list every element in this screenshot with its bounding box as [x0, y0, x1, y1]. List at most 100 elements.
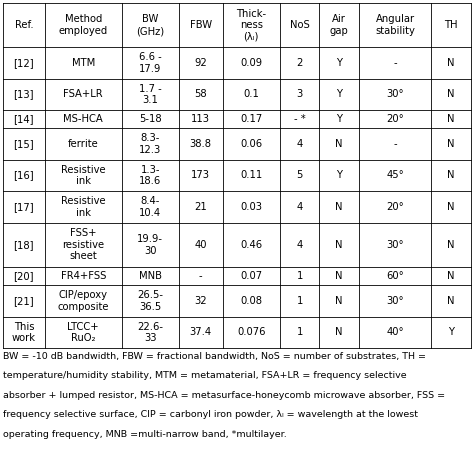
Text: -: -	[393, 58, 397, 68]
Text: [20]: [20]	[14, 271, 34, 281]
Text: FR4+FSS: FR4+FSS	[61, 271, 106, 281]
Text: 4: 4	[297, 202, 303, 212]
Text: MS-HCA: MS-HCA	[64, 114, 103, 124]
Text: 38.8: 38.8	[190, 139, 212, 149]
Text: Y: Y	[336, 89, 342, 100]
Text: 30°: 30°	[386, 89, 404, 100]
Text: 1: 1	[296, 327, 303, 337]
Text: N: N	[336, 202, 343, 212]
Text: Method
employed: Method employed	[59, 14, 108, 36]
Text: 0.06: 0.06	[240, 139, 262, 149]
Text: [14]: [14]	[14, 114, 34, 124]
Text: N: N	[447, 202, 455, 212]
Text: 30°: 30°	[386, 240, 404, 250]
Text: 0.17: 0.17	[240, 114, 263, 124]
Text: [21]: [21]	[14, 296, 34, 306]
Text: MTM: MTM	[72, 58, 95, 68]
Text: operating frequency, MNB =multi-narrow band, *multilayer.: operating frequency, MNB =multi-narrow b…	[3, 430, 287, 439]
Text: N: N	[336, 271, 343, 281]
Text: -: -	[199, 271, 202, 281]
Text: BW
(GHz): BW (GHz)	[136, 14, 164, 36]
Text: 30°: 30°	[386, 296, 404, 306]
Text: TH: TH	[445, 20, 458, 30]
Text: MNB: MNB	[139, 271, 162, 281]
Text: Y: Y	[448, 327, 454, 337]
Text: 19.9-
30: 19.9- 30	[137, 234, 163, 256]
Text: 20°: 20°	[386, 114, 404, 124]
Text: 8.3-
12.3: 8.3- 12.3	[139, 133, 161, 155]
Text: 6.6 -
17.9: 6.6 - 17.9	[139, 52, 162, 74]
Text: 20°: 20°	[386, 202, 404, 212]
Text: [16]: [16]	[14, 170, 34, 180]
Text: 32: 32	[194, 296, 207, 306]
Text: 3: 3	[297, 89, 303, 100]
Text: 4: 4	[297, 240, 303, 250]
Text: [15]: [15]	[14, 139, 34, 149]
Text: [17]: [17]	[14, 202, 34, 212]
Text: 113: 113	[191, 114, 210, 124]
Text: absorber + lumped resistor, MS-HCA = metasurface-honeycomb microwave absorber, F: absorber + lumped resistor, MS-HCA = met…	[3, 391, 445, 400]
Text: N: N	[447, 296, 455, 306]
Text: Ref.: Ref.	[15, 20, 33, 30]
Text: BW = -10 dB bandwidth, FBW = fractional bandwidth, NoS = number of substrates, T: BW = -10 dB bandwidth, FBW = fractional …	[3, 352, 426, 361]
Text: 22.6-
33: 22.6- 33	[137, 322, 163, 343]
Text: 26.5-
36.5: 26.5- 36.5	[137, 290, 163, 312]
Text: 0.09: 0.09	[240, 58, 262, 68]
Text: 37.4: 37.4	[190, 327, 212, 337]
Text: 8.4-
10.4: 8.4- 10.4	[139, 196, 161, 218]
Text: CIP/epoxy
composite: CIP/epoxy composite	[57, 290, 109, 312]
Text: N: N	[336, 240, 343, 250]
Text: Resistive
ink: Resistive ink	[61, 165, 106, 186]
Text: N: N	[336, 139, 343, 149]
Text: 0.07: 0.07	[240, 271, 262, 281]
Text: 173: 173	[191, 170, 210, 180]
Text: 5: 5	[296, 170, 303, 180]
Text: 0.1: 0.1	[243, 89, 259, 100]
Text: 0.11: 0.11	[240, 170, 263, 180]
Text: 58: 58	[194, 89, 207, 100]
Text: FSA+LR: FSA+LR	[64, 89, 103, 100]
Text: FSS+
resistive
sheet: FSS+ resistive sheet	[62, 228, 104, 262]
Text: frequency selective surface, CIP = carbonyl iron powder, λₗ = wavelength at the : frequency selective surface, CIP = carbo…	[3, 410, 418, 419]
Text: -: -	[393, 139, 397, 149]
Text: Y: Y	[336, 170, 342, 180]
Text: 40°: 40°	[386, 327, 404, 337]
Text: N: N	[447, 271, 455, 281]
Text: 2: 2	[296, 58, 303, 68]
Text: FBW: FBW	[190, 20, 212, 30]
Text: 92: 92	[194, 58, 207, 68]
Text: [13]: [13]	[14, 89, 34, 100]
Text: 1.3-
18.6: 1.3- 18.6	[139, 165, 161, 186]
Text: 0.08: 0.08	[240, 296, 262, 306]
Text: 0.46: 0.46	[240, 240, 262, 250]
Text: 4: 4	[297, 139, 303, 149]
Text: N: N	[447, 170, 455, 180]
Text: 0.076: 0.076	[237, 327, 265, 337]
Text: 1: 1	[296, 296, 303, 306]
Text: 60°: 60°	[386, 271, 404, 281]
Text: 45°: 45°	[386, 170, 404, 180]
Text: Air
gap: Air gap	[330, 14, 348, 36]
Text: LTCC+
RuO₂: LTCC+ RuO₂	[67, 322, 99, 343]
Text: Resistive
ink: Resistive ink	[61, 196, 106, 218]
Text: N: N	[447, 58, 455, 68]
Text: 0.03: 0.03	[240, 202, 262, 212]
Text: 5-18: 5-18	[139, 114, 162, 124]
Text: [12]: [12]	[14, 58, 34, 68]
Text: Thick-
ness
(λₗ): Thick- ness (λₗ)	[236, 9, 266, 42]
Text: 1: 1	[296, 271, 303, 281]
Text: N: N	[447, 240, 455, 250]
Text: Y: Y	[336, 114, 342, 124]
Text: 40: 40	[194, 240, 207, 250]
Text: This
work: This work	[12, 322, 36, 343]
Text: [18]: [18]	[14, 240, 34, 250]
Text: temperature/humidity stability, MTM = metamaterial, FSA+LR = frequency selective: temperature/humidity stability, MTM = me…	[3, 372, 407, 381]
Text: N: N	[447, 114, 455, 124]
Text: - *: - *	[294, 114, 306, 124]
Text: NoS: NoS	[290, 20, 310, 30]
Text: 21: 21	[194, 202, 207, 212]
Text: N: N	[336, 327, 343, 337]
Text: ferrite: ferrite	[68, 139, 99, 149]
Text: 1.7 -
3.1: 1.7 - 3.1	[139, 84, 162, 105]
Text: Angular
stability: Angular stability	[375, 14, 415, 36]
